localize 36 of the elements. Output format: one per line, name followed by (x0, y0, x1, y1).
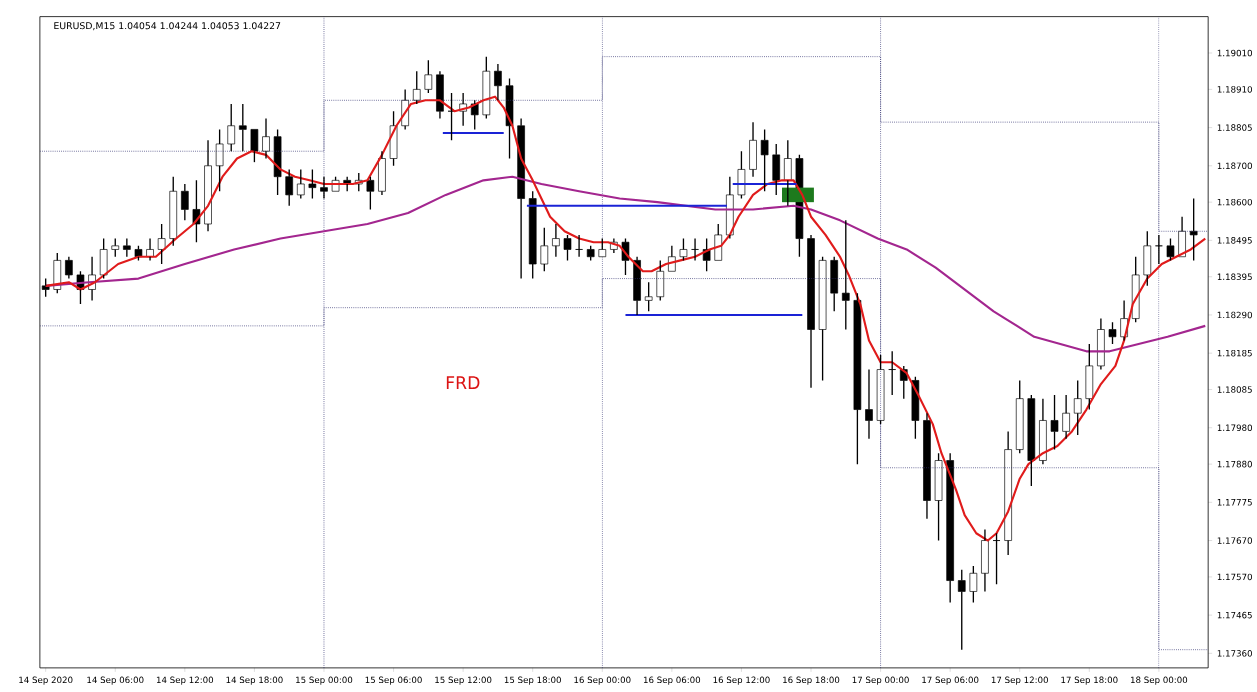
x-tick-label: 14 Sep 06:00 (87, 676, 144, 685)
y-tick-label: 1.18290 (1217, 311, 1252, 319)
x-tick-label: 15 Sep 12:00 (435, 676, 492, 685)
annotation: FRD (446, 376, 480, 390)
x-tick-label: 16 Sep 18:00 (783, 676, 840, 685)
y-tick-label: 1.17360 (1217, 650, 1252, 657)
y-tick-label: 1.18395 (1217, 273, 1252, 281)
y-tick-label: 1.17880 (1217, 460, 1252, 468)
x-tick-label: 18 Sep 00:00 (1130, 676, 1188, 685)
y-tick-label: 1.17775 (1217, 499, 1252, 506)
y-tick-label: 1.18805 (1217, 124, 1252, 131)
x-tick-label: 17 Sep 06:00 (922, 676, 979, 685)
y-tick-label: 1.18910 (1217, 86, 1252, 93)
x-tick-label: 15 Sep 00:00 (296, 676, 353, 685)
x-tick-label: 16 Sep 06:00 (643, 676, 701, 685)
x-tick-label: 14 Sep 18:00 (226, 676, 283, 685)
x-tick-label: 15 Sep 06:00 (365, 676, 422, 685)
x-tick-label: 14 Sep 12:00 (156, 676, 214, 685)
text: EURUSD,M15 1.04054 1.04244 1.04053 1.04227 (54, 22, 281, 31)
y-tick-label: 1.18495 (1217, 237, 1252, 244)
y-tick-label: 1.17570 (1217, 573, 1252, 581)
x-tick-label: 17 Sep 18:00 (1061, 676, 1118, 685)
x-tick-label: 16 Sep 00:00 (574, 676, 631, 685)
y-tick-label: 1.18600 (1217, 199, 1252, 206)
x-tick-label: 17 Sep 00:00 (852, 676, 909, 685)
y-tick-label: 1.17980 (1217, 424, 1252, 432)
y-tick-label: 1.17465 (1217, 611, 1252, 619)
y-tick-label: 1.18700 (1217, 162, 1252, 170)
y-tick-label: 1.18085 (1217, 386, 1252, 393)
x-tick-label: 17 Sep 12:00 (991, 676, 1048, 685)
x-tick-label: 15 Sep 18:00 (504, 676, 561, 685)
y-tick-label: 1.18185 (1217, 350, 1252, 357)
x-tick-label: 16 Sep 12:00 (713, 676, 770, 685)
y-tick-label: 1.19010 (1217, 49, 1252, 57)
y-tick-label: 1.17670 (1217, 537, 1252, 544)
x-tick-label: 14 Sep 2020 (19, 676, 73, 685)
